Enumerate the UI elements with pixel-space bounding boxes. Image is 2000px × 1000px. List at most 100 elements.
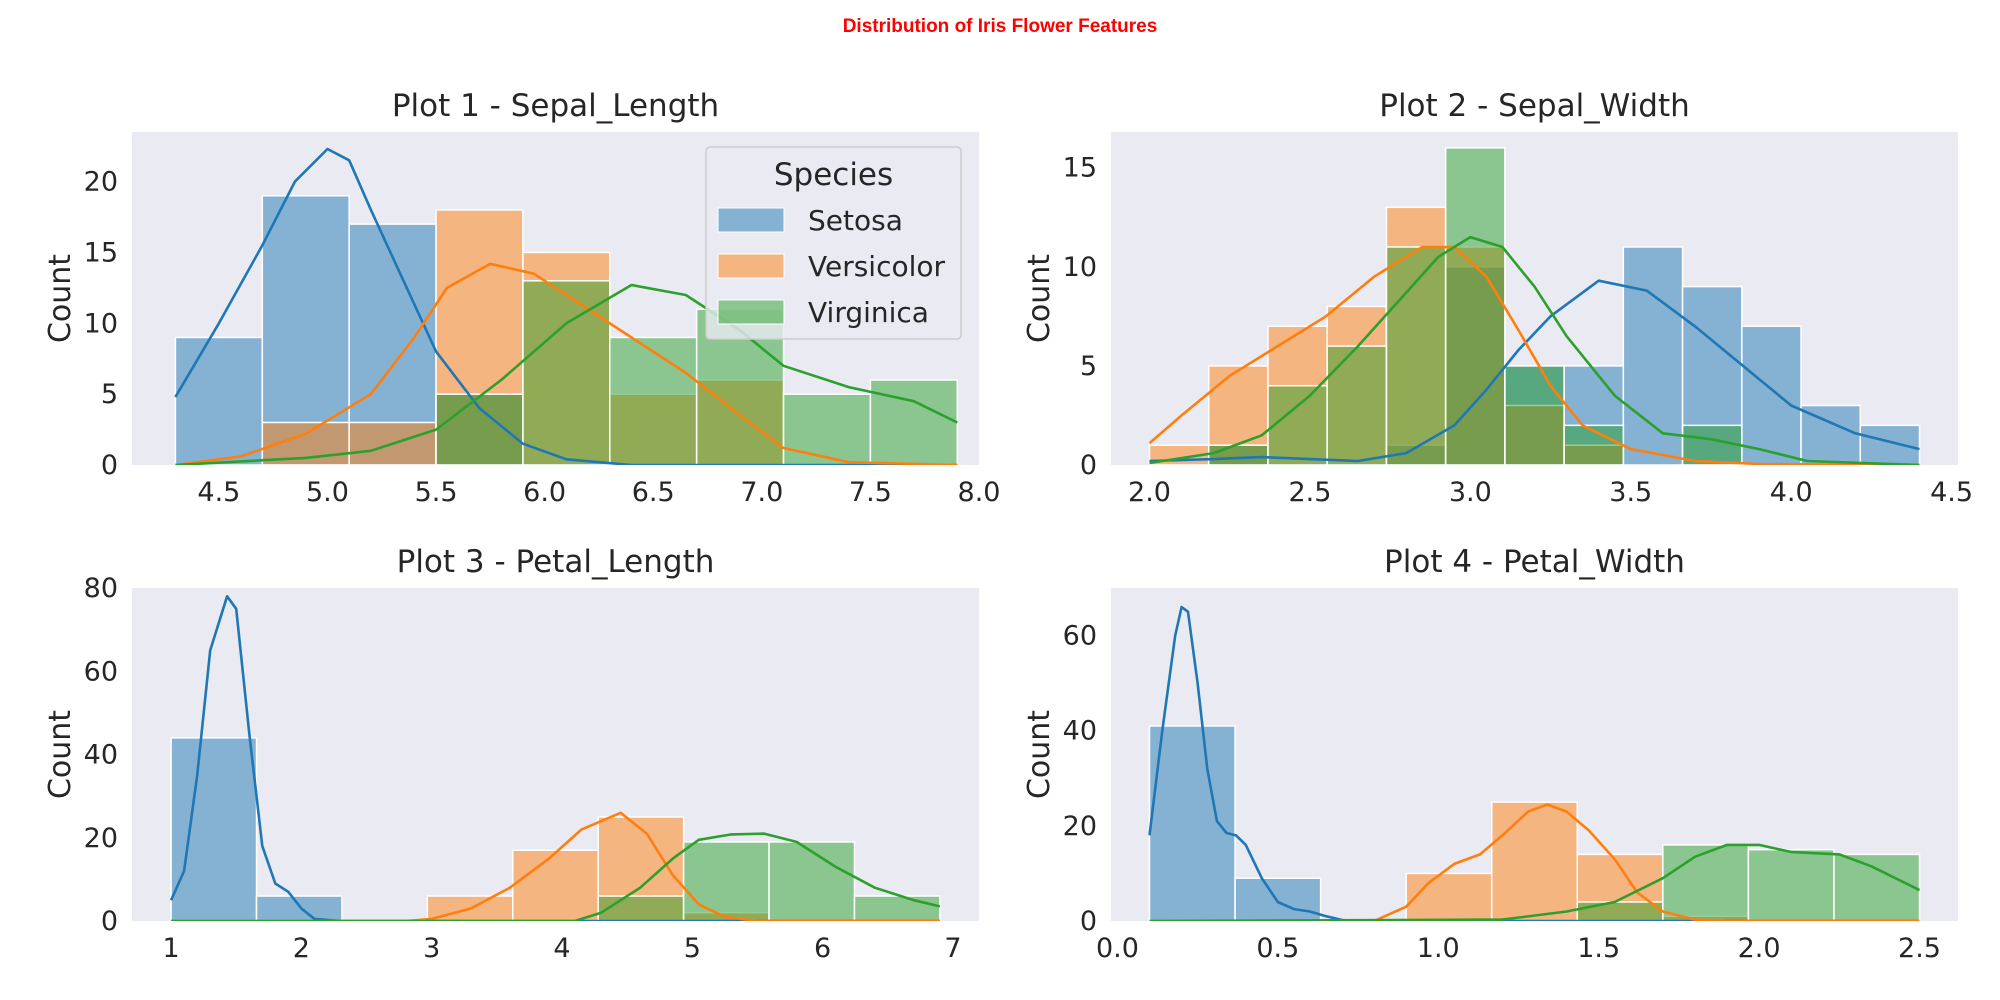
x-tick-label: 7.0 <box>740 477 783 508</box>
y-axis-label: Count <box>1022 254 1057 343</box>
y-axis-label: Count <box>43 254 78 343</box>
kde-line-setosa <box>169 595 940 921</box>
kde-line-virginica <box>175 283 958 465</box>
bar-setosa <box>1741 325 1802 466</box>
x-tick-label: 7 <box>944 933 961 964</box>
y-tick-label: 40 <box>84 740 118 771</box>
bar-virginica <box>1207 444 1269 466</box>
x-tick-label: 5 <box>684 933 701 964</box>
x-tick-label: 3.5 <box>1609 477 1652 508</box>
legend-frame <box>705 146 962 340</box>
y-tick-label: 0 <box>101 906 118 937</box>
kde-line-versicolor <box>175 262 958 465</box>
bar-virginica <box>682 841 770 922</box>
subplot-1: 4.5 5.0 5.5 6.0 6.5 7.0 7.5 8.0 0 5 10 15 20 Count Plo… <box>43 88 1000 508</box>
kde-line-virginica <box>171 832 941 921</box>
y-tick-label: 0 <box>1080 450 1097 481</box>
x-tick-label: 5.0 <box>306 477 349 508</box>
bar-virginica <box>1444 147 1506 466</box>
bar-setosa <box>1234 877 1322 922</box>
bar-virginica <box>1747 848 1835 922</box>
subplot-title: Plot 4 - Petal_Width <box>1384 544 1685 580</box>
legend-title: Species <box>774 157 893 193</box>
kde-line-versicolor <box>171 811 940 921</box>
x-tick-label: 2 <box>293 933 310 964</box>
y-tick-label: 15 <box>84 237 118 268</box>
bar-virginica <box>1662 844 1750 922</box>
x-tick-label: 7.5 <box>849 477 892 508</box>
bar-setosa <box>261 195 350 466</box>
y-tick-label: 10 <box>1063 252 1097 283</box>
figure-title: Distribution of Iris Flower Features <box>842 16 1158 37</box>
bar-versicolor <box>512 849 599 922</box>
bar-virginica <box>1326 345 1388 466</box>
subplot-2: 2.0 2.5 3.0 3.5 4.0 4.5 0 5 10 15 Count Plot 2 - Se… <box>1022 88 1973 508</box>
legend-swatch-setosa <box>717 207 785 233</box>
y-tick-label: 80 <box>84 573 118 604</box>
kde-line-virginica <box>1149 235 1920 465</box>
legend-swatch-virginica <box>717 299 785 325</box>
bar-setosa <box>1859 424 1921 466</box>
x-tick-label: 2.0 <box>1738 933 1781 964</box>
bar-virginica <box>597 895 685 922</box>
x-tick-label: 0.0 <box>1096 933 1139 964</box>
y-tick-label: 10 <box>84 308 118 339</box>
bar-virginica <box>1267 384 1328 466</box>
kde-line-versicolor <box>1149 803 1920 921</box>
bar-setosa <box>170 737 258 922</box>
y-tick-label: 15 <box>1063 153 1097 184</box>
kde-line-versicolor <box>1148 245 1920 465</box>
kde-line-setosa <box>1148 605 1920 921</box>
bar-virginica <box>1385 246 1447 466</box>
bar-virginica <box>609 336 698 466</box>
y-tick-label: 60 <box>84 656 118 687</box>
y-tick-label: 0 <box>101 450 118 481</box>
legend: Species Setosa Versicolor Virginica <box>705 146 962 340</box>
kde-line-virginica <box>1149 843 1921 921</box>
kde-line-setosa <box>174 147 958 465</box>
x-tick-label: 4.5 <box>1930 477 1973 508</box>
bar-virginica <box>522 280 611 466</box>
legend-label-virginica: Virginica <box>808 296 929 329</box>
bar-virginica <box>435 393 524 466</box>
subplot-title: Plot 3 - Petal_Length <box>397 544 715 580</box>
bar-setosa <box>1148 725 1236 922</box>
legend-label-setosa: Setosa <box>808 204 903 237</box>
bar-setosa <box>1800 404 1862 466</box>
y-tick-label: 20 <box>84 823 118 854</box>
x-tick-label: 3 <box>423 933 440 964</box>
y-tick-label: 5 <box>1080 351 1097 382</box>
bar-setosa <box>255 895 343 922</box>
x-tick-label: 4.5 <box>197 477 240 508</box>
bar-setosa <box>1622 246 1684 466</box>
bar-virginica <box>1576 901 1664 922</box>
bar-virginica <box>782 393 872 466</box>
legend-label-versicolor: Versicolor <box>808 250 946 283</box>
y-tick-label: 60 <box>1063 621 1097 652</box>
subplot-title: Plot 1 - Sepal_Length <box>392 88 719 124</box>
y-axis-label: Count <box>43 710 78 799</box>
x-tick-label: 5.5 <box>415 477 458 508</box>
subplot-4: 0.0 0.5 1.0 1.5 2.0 2.5 0 20 40 60 Count Plot 4 - P… <box>1022 544 1958 964</box>
subplot-3: 1 2 3 4 5 6 7 0 20 40 60 80 Count Plot 3 - Petal_Leng… <box>43 544 979 964</box>
x-tick-label: 6 <box>814 933 831 964</box>
x-tick-label: 3.0 <box>1449 477 1492 508</box>
y-tick-label: 0 <box>1080 906 1097 937</box>
bar-virginica <box>853 895 941 922</box>
bar-versicolor <box>1490 801 1579 922</box>
legend-swatch-versicolor <box>717 253 785 279</box>
x-tick-label: 1.0 <box>1417 933 1460 964</box>
bar-setosa <box>174 336 264 466</box>
y-tick-label: 20 <box>84 167 118 198</box>
x-tick-label: 2.5 <box>1898 933 1941 964</box>
x-tick-label: 4 <box>553 933 570 964</box>
bar-virginica <box>768 841 856 922</box>
y-tick-label: 20 <box>1063 811 1097 842</box>
bar-virginica <box>1504 365 1565 466</box>
x-tick-label: 1 <box>162 933 179 964</box>
x-tick-label: 0.5 <box>1256 933 1299 964</box>
x-tick-label: 1.5 <box>1577 933 1620 964</box>
x-tick-label: 2.5 <box>1288 477 1331 508</box>
x-tick-label: 6.0 <box>523 477 566 508</box>
